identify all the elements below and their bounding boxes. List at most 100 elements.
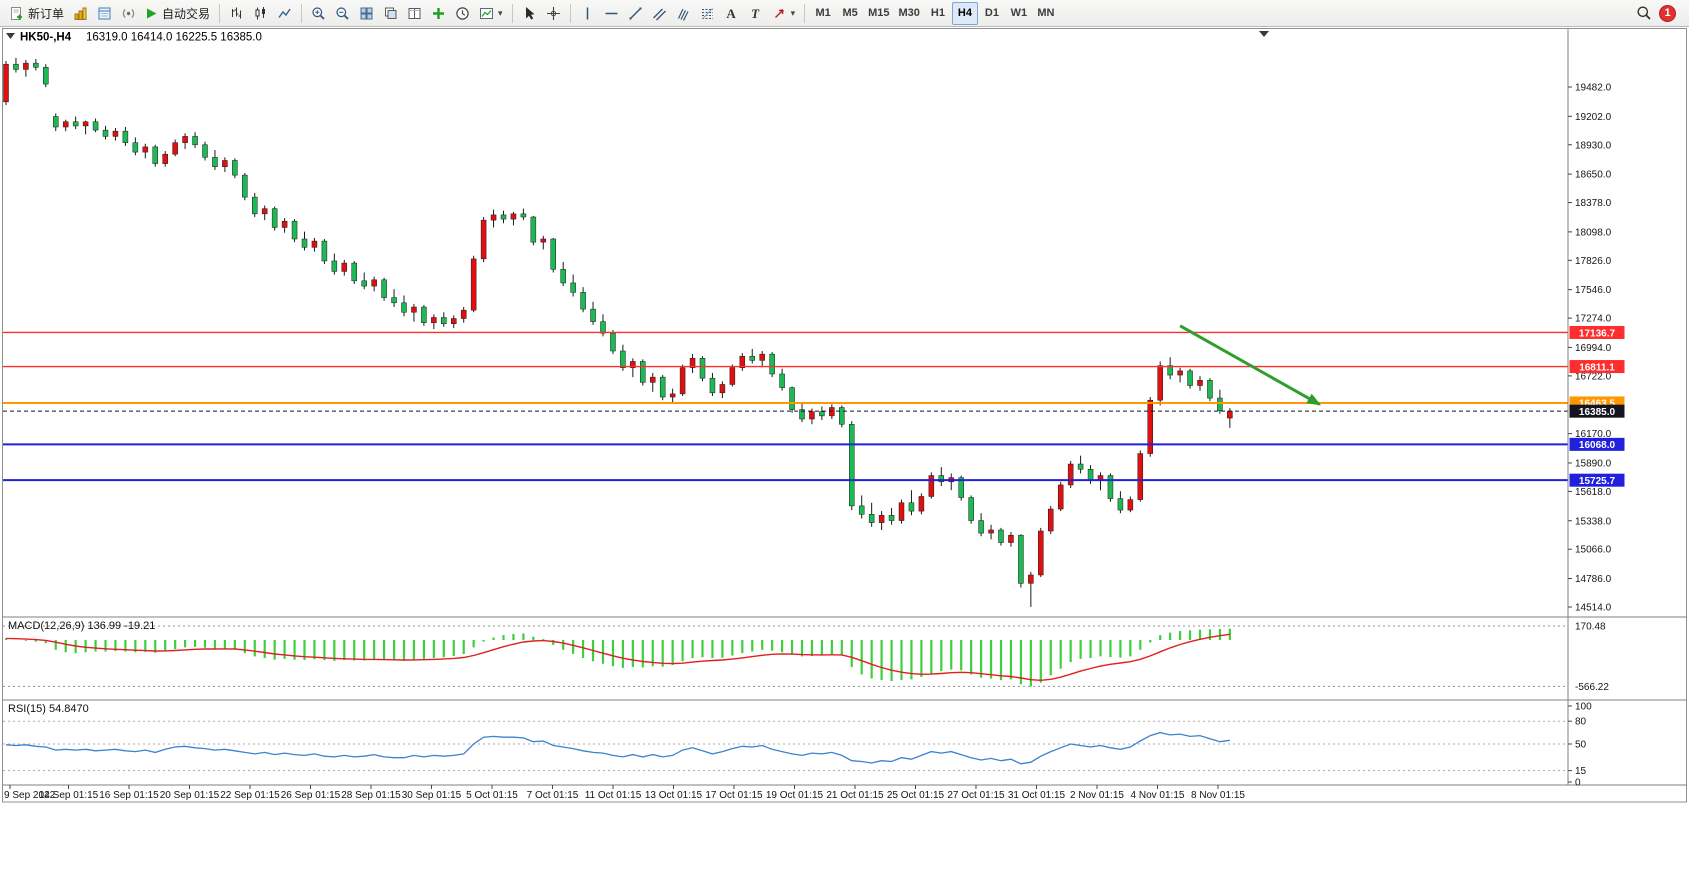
cascade-windows-button[interactable] — [379, 2, 402, 25]
timeframe-m5-button[interactable]: M5 — [837, 2, 863, 25]
svg-text:16722.0: 16722.0 — [1575, 371, 1612, 382]
signals-button[interactable] — [117, 2, 140, 25]
new-order-button[interactable]: 新订单 — [5, 2, 68, 25]
crosshair-icon — [546, 6, 561, 21]
indicators-button[interactable] — [427, 2, 450, 25]
chart-ohlc-values: 16319.0 16414.0 16225.5 16385.0 — [86, 32, 262, 44]
one-click-trading-toggle-icon[interactable] — [6, 33, 15, 39]
toolbar-separator — [569, 3, 571, 23]
svg-text:100: 100 — [1575, 702, 1592, 713]
svg-text:4 Nov 01:15: 4 Nov 01:15 — [1131, 790, 1185, 801]
candlestick-chart-icon — [253, 6, 268, 21]
periods-button[interactable] — [451, 2, 474, 25]
text-label-tool-button[interactable]: T — [744, 2, 767, 25]
svg-text:19202.0: 19202.0 — [1575, 112, 1612, 123]
svg-text:16068.0: 16068.0 — [1579, 440, 1616, 451]
timeframe-d1-button[interactable]: D1 — [979, 2, 1005, 25]
svg-text:14 Sep 01:15: 14 Sep 01:15 — [39, 790, 99, 801]
svg-text:22 Sep 01:15: 22 Sep 01:15 — [220, 790, 280, 801]
search-icon — [1636, 5, 1652, 21]
svg-text:16170.0: 16170.0 — [1575, 429, 1612, 440]
timeframe-m30-button[interactable]: M30 — [895, 2, 924, 25]
timeframe-m1-button[interactable]: M1 — [810, 2, 836, 25]
timeframe-h4-button[interactable]: H4 — [951, 1, 978, 25]
svg-text:16 Sep 01:15: 16 Sep 01:15 — [99, 790, 159, 801]
templates-button[interactable]: ▾ — [475, 2, 507, 25]
rsi-indicator-layer: 100 80 50 150 — [3, 702, 1592, 789]
timeframe-mn-button[interactable]: MN — [1033, 2, 1059, 25]
data-window-button[interactable] — [93, 2, 116, 25]
auto-trading-label: 自动交易 — [162, 6, 211, 21]
arrows-tool-button[interactable]: ▾ — [768, 2, 800, 25]
chart-shift-marker[interactable] — [1259, 31, 1269, 37]
crosshair-button[interactable] — [542, 2, 565, 25]
price-axis[interactable]: 19482.0 19202.0 18930.0 18650.0 18378.0 18098… — [1568, 83, 1625, 614]
template-icon — [479, 6, 494, 21]
toolbar-separator — [301, 3, 303, 23]
dropdown-caret-icon: ▾ — [498, 7, 503, 18]
clock-icon — [455, 6, 470, 21]
macd-indicator-layer: 170.48 -566.22 — [3, 622, 1609, 693]
indicators-plus-icon — [431, 6, 446, 21]
market-watch-button[interactable] — [69, 2, 92, 25]
cascade-windows-icon — [383, 6, 398, 21]
timeframe-h1-button[interactable]: H1 — [925, 2, 951, 25]
svg-text:18930.0: 18930.0 — [1575, 140, 1612, 151]
zoom-in-button[interactable] — [307, 2, 330, 25]
svg-text:25 Oct 01:15: 25 Oct 01:15 — [887, 790, 945, 801]
svg-text:15338.0: 15338.0 — [1575, 516, 1612, 527]
svg-text:2 Nov 01:15: 2 Nov 01:15 — [1070, 790, 1124, 801]
pitchfork-tool-button[interactable] — [672, 2, 695, 25]
svg-text:18378.0: 18378.0 — [1575, 198, 1612, 209]
horizontal-line-tool-button[interactable] — [600, 2, 623, 25]
candles-layer — [3, 57, 1233, 608]
zoom-out-button[interactable] — [331, 2, 354, 25]
svg-text:15066.0: 15066.0 — [1575, 545, 1612, 556]
svg-text:15725.7: 15725.7 — [1579, 476, 1616, 487]
text-tool-button[interactable]: A — [720, 2, 743, 25]
svg-text:17826.0: 17826.0 — [1575, 256, 1612, 267]
arrange-vertical-button[interactable] — [403, 2, 426, 25]
notification-badge[interactable]: 1 — [1659, 4, 1676, 22]
svg-text:18098.0: 18098.0 — [1575, 227, 1612, 238]
toolbar-separator — [511, 3, 513, 23]
svg-text:17 Oct 01:15: 17 Oct 01:15 — [705, 790, 763, 801]
bar-chart-button[interactable] — [225, 2, 248, 25]
svg-text:15: 15 — [1575, 766, 1587, 777]
candlestick-chart-button[interactable] — [249, 2, 272, 25]
svg-text:13 Oct 01:15: 13 Oct 01:15 — [645, 790, 703, 801]
timeframe-m15-button[interactable]: M15 — [864, 2, 893, 25]
svg-text:31 Oct 01:15: 31 Oct 01:15 — [1008, 790, 1066, 801]
svg-text:170.48: 170.48 — [1575, 622, 1606, 633]
vertical-line-tool-button[interactable] — [576, 2, 599, 25]
auto-trading-button[interactable]: 自动交易 — [141, 2, 214, 25]
svg-text:50: 50 — [1575, 740, 1587, 751]
svg-text:0: 0 — [1575, 778, 1581, 789]
tile-windows-button[interactable] — [355, 2, 378, 25]
line-chart-button[interactable] — [273, 2, 296, 25]
main-toolbar: 新订单 自动交易 — [0, 0, 1689, 27]
timeframe-w1-button[interactable]: W1 — [1006, 2, 1032, 25]
vertical-line-icon — [580, 6, 595, 21]
cursor-button[interactable] — [518, 2, 541, 25]
chart-symbol-title: HK50-,H4 — [20, 32, 72, 44]
andrews-pitchfork-icon — [676, 6, 691, 21]
zoom-in-icon — [311, 6, 326, 21]
new-order-label: 新订单 — [28, 6, 65, 21]
auto-trading-play-icon — [145, 7, 158, 20]
signal-waves-icon — [121, 6, 136, 21]
arrange-vertical-icon — [407, 6, 422, 21]
search-button[interactable] — [1632, 2, 1656, 25]
svg-text:21 Oct 01:15: 21 Oct 01:15 — [826, 790, 884, 801]
svg-text:17546.0: 17546.0 — [1575, 285, 1612, 296]
channel-tool-button[interactable] — [648, 2, 671, 25]
fibonacci-tool-button[interactable] — [696, 2, 719, 25]
drawing-objects-layer[interactable] — [1179, 324, 1322, 406]
new-order-icon — [9, 6, 24, 21]
text-label-tool-icon: T — [751, 5, 760, 21]
svg-text:17136.7: 17136.7 — [1579, 328, 1616, 339]
trendline-tool-button[interactable] — [624, 2, 647, 25]
svg-text:16385.0: 16385.0 — [1579, 407, 1616, 418]
